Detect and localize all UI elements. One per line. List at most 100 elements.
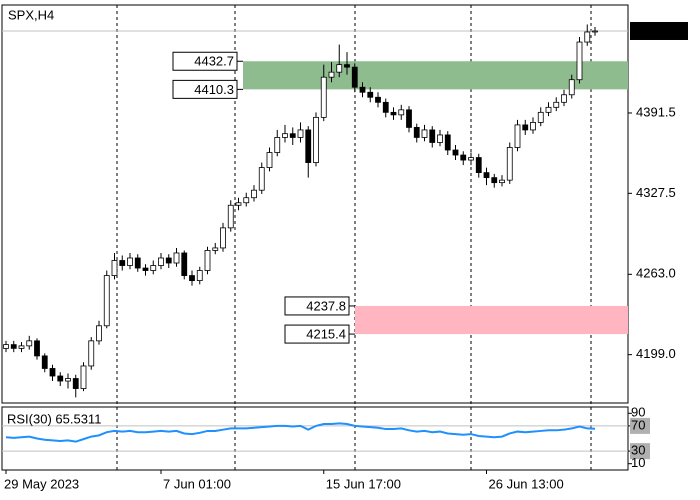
chart-title: SPX,H4 [8,7,54,22]
candle-body [545,106,552,113]
candle-body [561,94,567,103]
candle-body [204,250,211,271]
candle-body [282,133,288,138]
zone-label: 4237.8 [306,298,346,313]
candle-body [266,152,273,168]
x-tick-label: 26 Jun 13:00 [489,476,564,491]
candle-body [235,202,242,206]
candle-body [49,368,56,377]
y-tick-label: 4327.5 [636,185,676,200]
y-tick-label: 4263.0 [636,266,676,281]
zone-label: 4215.4 [306,327,346,342]
candle-body [111,260,118,276]
candle-body [103,275,110,327]
candle-body [258,167,265,191]
candle-body [429,129,436,143]
candle-body [289,133,296,138]
candle-body [390,111,397,116]
candle-body [142,267,149,271]
candle-body [344,64,350,68]
zone-label: 4410.3 [194,82,234,97]
price-panel [1,4,629,404]
candle-body [251,189,257,199]
candle-body [173,252,180,264]
candle-body [406,109,412,128]
zone-label: 4432.7 [194,54,234,69]
candle-body [491,177,498,184]
candle-body [537,111,544,123]
candle-body [297,129,304,138]
candle-body [413,127,420,138]
candle-body [243,197,250,204]
candle-body [359,86,366,93]
rsi-level-box [630,417,650,434]
candle-body [468,157,474,161]
x-tick-label: 29 May 2023 [4,476,79,491]
rsi-panel [1,406,629,471]
candle-body [34,340,40,357]
candle-body [530,121,536,131]
candle-body [88,340,95,367]
rsi-y-tick-label: 90 [631,405,645,420]
candle-body [460,154,467,161]
candle-body [483,172,490,179]
candle-body [592,30,598,33]
candle-body [274,137,281,153]
candle-body [150,265,157,271]
candle-body [499,179,505,184]
candle-body [212,247,219,251]
candle-body [119,260,126,266]
candle-body [10,344,17,349]
zone-label-box [284,324,350,344]
candle-body [65,378,71,382]
rsi-level-box [630,443,650,460]
rsi-y-tick-label: 70 [631,417,645,432]
x-tick-label: 15 Jun 17:00 [326,476,401,491]
candle-body [398,109,405,116]
current-price-box [630,21,688,40]
candle-body [134,257,141,269]
candle-body [189,275,195,281]
candle-body [584,31,591,43]
candle-body [382,101,389,113]
candle-body [336,64,343,73]
candle-body [165,257,172,264]
candle-body [305,129,312,163]
candle-body [351,66,358,88]
y-tick-label: 4199.0 [636,346,676,361]
zone-label-box [172,79,238,99]
candle-body [220,227,226,249]
zone [243,61,628,90]
x-tick-label: 7 Jun 01:00 [163,476,231,491]
candle-body [96,325,102,342]
candle-body [3,344,9,349]
candle-body [444,134,451,151]
candle-body [514,124,521,148]
candle-body [375,96,381,103]
candle-body [18,345,25,349]
candle-body [367,91,374,98]
candle-body [421,129,428,138]
candle-body [181,252,188,276]
candle-body [72,378,79,389]
candle-body [328,71,335,78]
candle-body [196,270,203,281]
candle-body [320,76,327,118]
candle-body [313,116,319,163]
zone [355,305,628,335]
candle-body [506,147,513,181]
candle-body [41,355,48,369]
candle-body [227,204,234,229]
candle-body [522,124,529,131]
candle-body [127,257,133,266]
rsi-title: RSI(30) 65.5311 [7,411,101,426]
rsi-y-tick-label: 10 [631,455,645,470]
candle-body [452,149,459,156]
candle-body [475,157,482,174]
zone-label-box [172,51,238,71]
candle-body [437,134,443,143]
zone-label-box [284,296,350,316]
candle-body [553,101,560,108]
plot-layer: 4432.7 4410.3 4237.8 4215.4 4199.0 4263.0 4327… [2,21,688,491]
